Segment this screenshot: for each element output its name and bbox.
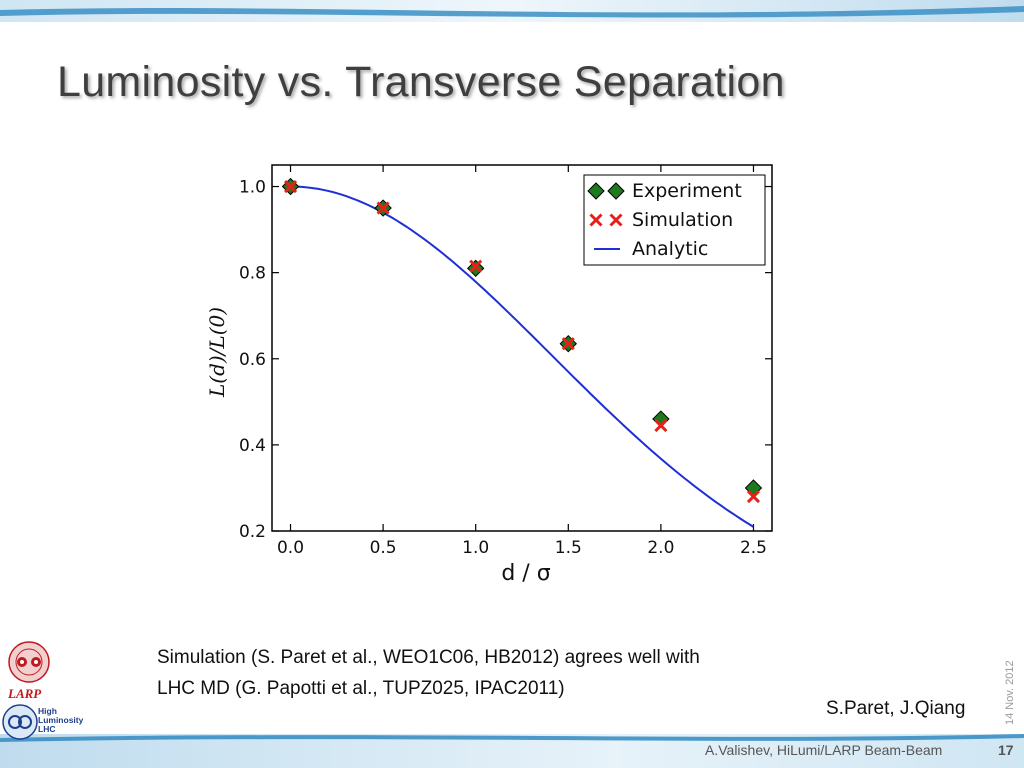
x-tick-label: 0.5 (370, 538, 397, 558)
caption-line-1: Simulation (S. Paret et al., WEO1C06, HB… (157, 647, 700, 668)
y-tick-label: 0.2 (239, 522, 266, 542)
y-tick-label: 0.6 (239, 350, 266, 370)
footer-text: A.Valishev, HiLumi/LARP Beam-Beam (705, 742, 943, 758)
slide-title: Luminosity vs. Transverse Separation (57, 58, 785, 106)
legend-item: Analytic (594, 238, 708, 260)
top-decorative-band (0, 0, 1024, 22)
simulation-cross-stroke (376, 201, 390, 215)
date-vertical: 14 Nov. 2012 (1004, 635, 1018, 725)
legend-experiment-marker (607, 182, 625, 200)
x-tick-label: 2.0 (647, 538, 674, 558)
larp-logo-label: LARP (8, 686, 42, 701)
hilumi-line-1: High (38, 706, 57, 716)
caption: Simulation (S. Paret et al., WEO1C06, HB… (157, 642, 700, 704)
legend-experiment-marker (587, 182, 605, 200)
legend-simulation-marker (589, 213, 603, 227)
y-tick-label: 1.0 (239, 178, 266, 198)
legend-label: Simulation (632, 209, 733, 231)
x-tick-label: 1.5 (555, 538, 582, 558)
hilumi-line-3: LHC (38, 724, 56, 734)
simulation-point (746, 489, 761, 504)
x-tick-label: 2.5 (740, 538, 767, 558)
simulation-point (283, 179, 298, 194)
y-axis-label: L(d)/L(0) (205, 307, 229, 398)
legend-item: Simulation (589, 209, 733, 231)
logos: LARP High Luminosity LHC (0, 640, 92, 745)
legend-label: Experiment (632, 180, 742, 202)
larp-logo-icon (8, 641, 50, 683)
y-tick-label: 0.8 (239, 264, 266, 284)
luminosity-chart: 0.0 0.5 1.0 1.5 2.0 2.5 0.2 0.4 0.6 0.8 1.0 Experi… (205, 164, 773, 586)
page-number: 17 (998, 742, 1014, 758)
experiment-point (466, 259, 485, 278)
hilumi-logo-icon (2, 704, 38, 740)
simulation-cross-stroke (283, 179, 298, 194)
legend-label: Analytic (632, 238, 708, 260)
x-tick-label: 1.0 (462, 538, 489, 558)
date-text: 14 Nov. 2012 (1004, 660, 1016, 725)
simulation-cross-stroke (469, 259, 483, 273)
legend-simulation-marker (609, 213, 623, 227)
simulation-cross-stroke (654, 418, 668, 433)
y-tick-label: 0.4 (239, 436, 266, 456)
hilumi-logo-text: High Luminosity LHC (38, 707, 83, 734)
simulation-point (469, 259, 483, 273)
hilumi-line-2: Luminosity (38, 715, 84, 725)
x-axis-label: d / σ (501, 561, 550, 586)
x-tick-label: 0.0 (277, 538, 304, 558)
legend-item: Experiment (587, 180, 742, 202)
simulation-point (561, 337, 575, 351)
simulation-cross-stroke (746, 489, 761, 504)
simulation-point (654, 418, 668, 433)
simulation-point (376, 201, 390, 215)
analytic-curve (290, 185, 755, 528)
authors: S.Paret, J.Qiang (826, 698, 966, 719)
bottom-decorative-band (0, 734, 1024, 768)
caption-line-2: LHC MD (G. Papotti et al., TUPZ025, IPAC… (157, 678, 565, 699)
simulation-cross-stroke (561, 337, 575, 351)
